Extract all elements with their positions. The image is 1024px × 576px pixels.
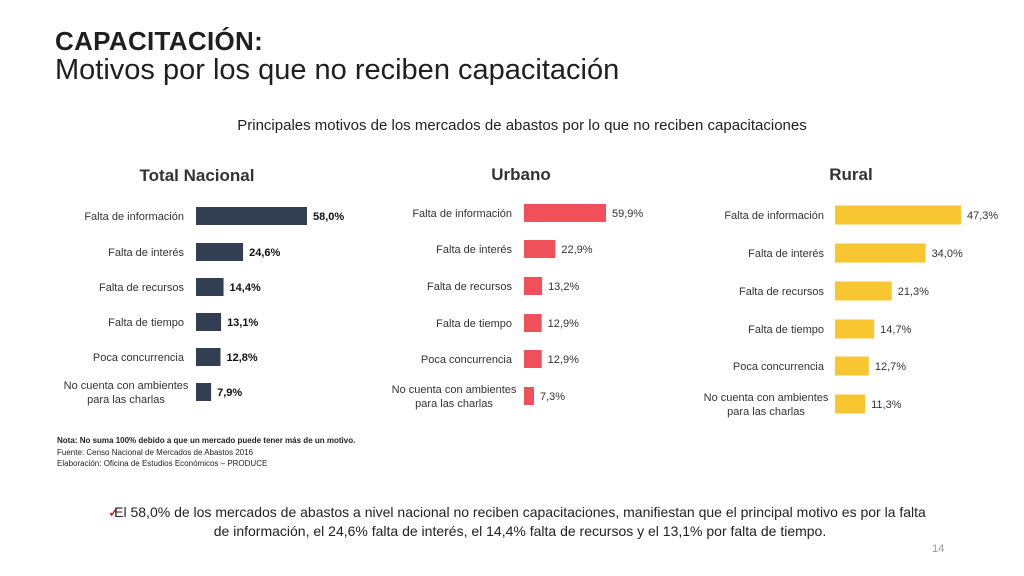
category-label: Poca concurrencia (421, 354, 513, 366)
conclusion-text: El 58,0% de los mercados de abastos a ni… (114, 504, 926, 539)
bar-falta-de-informacion (835, 205, 961, 225)
category-label: Falta de interés (436, 244, 512, 256)
chart-title-rural: Rural (829, 165, 873, 184)
value-label: 14,7% (880, 324, 911, 336)
value-label: 34,0% (932, 248, 963, 260)
bar-falta-de-interes (196, 243, 244, 261)
category-label: Falta de interés (108, 247, 184, 259)
bar-falta-de-recursos (835, 281, 892, 301)
bar-falta-de-tiempo (835, 319, 875, 339)
bar-falta-de-tiempo (196, 313, 222, 331)
value-label: 11,3% (871, 399, 902, 411)
figure-caption: Principales motivos de los mercados de a… (237, 117, 807, 134)
category-label: Falta de interés (748, 248, 824, 260)
value-label: 7,9% (217, 387, 242, 399)
category-label: No cuenta con ambientes para las charlas (64, 380, 189, 406)
page-subtitle: Motivos por los que no reciben capacitac… (55, 54, 620, 86)
bar-falta-de-recursos (196, 278, 224, 296)
bar-no-cuenta-con-ambientes-para-las-charlas (196, 383, 212, 401)
chart-total-nacional: Falta de información 58,0% Falta de interé… (0, 195, 360, 420)
value-label: 7,3% (540, 391, 565, 403)
bar-falta-de-informacion (196, 207, 307, 225)
value-label: 13,2% (548, 281, 579, 293)
category-label: Falta de tiempo (436, 318, 512, 330)
chart-title-total-nacional: Total Nacional (139, 166, 255, 185)
category-label: Falta de información (412, 208, 512, 220)
category-label: Poca concurrencia (733, 361, 825, 373)
category-label: Falta de recursos (427, 281, 512, 293)
page-title: CAPACITACIÓN: (55, 26, 264, 56)
category-label: Falta de información (724, 210, 824, 222)
value-label: 12,7% (875, 361, 906, 373)
chart-rural: Falta de información 47,3% Falta de interé… (655, 195, 1020, 430)
value-label: 22,9% (561, 244, 592, 256)
chart-urbano-svg: Falta de información 59,9% Falta de interé… (392, 204, 643, 410)
bar-falta-de-interes (835, 243, 926, 263)
category-label: Falta de recursos (739, 286, 824, 298)
category-label: No cuenta con ambientes para las charlas (704, 392, 829, 418)
elaboration-text: Elaboración: Oficina de Estudios Económi… (57, 459, 268, 468)
bar-no-cuenta-con-ambientes-para-las-charlas (835, 394, 866, 414)
value-label: 24,6% (249, 247, 280, 259)
bar-falta-de-tiempo (524, 314, 542, 332)
bar-poca-concurrencia (524, 350, 542, 368)
value-label: 12,9% (548, 318, 579, 330)
bar-poca-concurrencia (835, 356, 869, 376)
category-label: No cuenta con ambientes para las charlas (392, 384, 517, 410)
value-label: 59,9% (612, 208, 643, 220)
chart-total-nacional-svg: Falta de información 58,0% Falta de interé… (64, 207, 344, 406)
value-label: 13,1% (227, 317, 258, 329)
bar-no-cuenta-con-ambientes-para-las-charlas (524, 387, 534, 405)
category-label: Falta de recursos (99, 282, 184, 294)
category-label: Falta de tiempo (748, 324, 824, 336)
category-label: Falta de tiempo (108, 317, 184, 329)
bar-falta-de-recursos (524, 277, 543, 295)
category-label: Poca concurrencia (93, 352, 185, 364)
check-icon: ✓ (108, 504, 120, 520)
category-label: Falta de información (84, 211, 184, 223)
bar-falta-de-interes (524, 240, 556, 258)
footnote: Nota: No suma 100% debido a que un merca… (57, 435, 355, 470)
chart-rural-svg: Falta de información 47,3% Falta de interé… (704, 205, 998, 418)
source-text: Fuente: Censo Nacional de Mercados de Ab… (57, 447, 254, 457)
note-label: Nota: (57, 436, 78, 445)
bar-falta-de-informacion (524, 204, 606, 222)
value-label: 12,9% (548, 354, 579, 366)
value-label: 14,4% (230, 282, 261, 294)
chart-title-urbano: Urbano (491, 165, 551, 184)
value-label: 21,3% (898, 286, 929, 298)
value-label: 12,8% (226, 352, 257, 364)
chart-urbano: Falta de información 59,9% Falta de interé… (340, 195, 680, 420)
note-text: No suma 100% debido a que un mercado pue… (79, 436, 356, 445)
page-number: 14 (932, 543, 945, 555)
bar-poca-concurrencia (196, 348, 221, 366)
value-label: 58,0% (313, 211, 344, 223)
value-label: 47,3% (967, 210, 998, 222)
